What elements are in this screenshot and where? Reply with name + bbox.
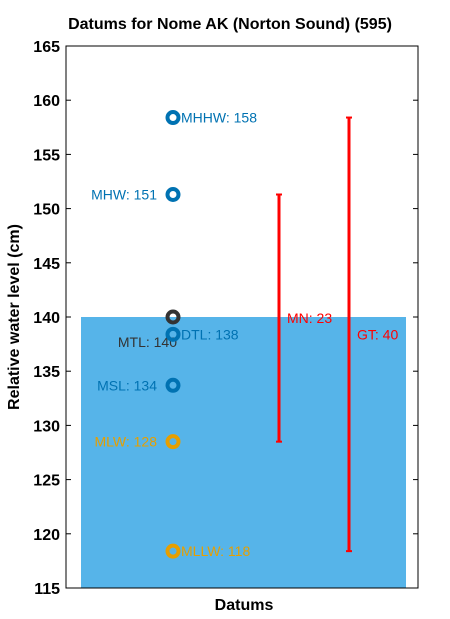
chart-title: Datums for Nome AK (Norton Sound) (595) [68, 16, 392, 33]
y-tick-label: 130 [33, 418, 60, 435]
datum-marker [165, 543, 181, 559]
datum-label: MHW: 151 [91, 187, 157, 203]
y-tick-label: 150 [33, 202, 60, 219]
y-axis-label: Relative water level (cm) [6, 224, 23, 410]
datum-marker [165, 110, 181, 126]
y-tick-label: 115 [34, 581, 60, 598]
y-tick-label: 135 [33, 364, 60, 381]
datum-marker [165, 377, 181, 393]
y-tick-label: 140 [33, 310, 60, 327]
y-tick-label: 125 [33, 473, 60, 490]
datum-label: DTL: 138 [181, 326, 239, 342]
range-label: MN: 23 [287, 310, 332, 326]
y-tick-label: 165 [33, 39, 60, 56]
y-tick-label: 155 [33, 147, 60, 164]
datum-marker [165, 326, 181, 342]
datum-label: MTL: 140 [118, 334, 177, 350]
y-tick-label: 120 [33, 527, 60, 544]
datum-label: MLLW: 118 [181, 543, 250, 559]
plot-area: 115 120 125 130 135 140 145 150 155 160 165 MN: 23 G… [33, 39, 419, 598]
x-axis-label: Datums [215, 597, 274, 614]
datum-marker [165, 309, 181, 325]
water-level-band [81, 317, 406, 588]
datum-label: MHHW: 158 [181, 110, 257, 126]
datum-label: MLW: 128 [94, 434, 157, 450]
datum-marker [165, 434, 181, 450]
datum-marker [165, 187, 181, 203]
y-tick-label: 145 [33, 256, 60, 273]
y-tick-label: 160 [33, 93, 60, 110]
range-label: GT: 40 [357, 326, 398, 342]
datum-label: MSL: 134 [97, 377, 157, 393]
